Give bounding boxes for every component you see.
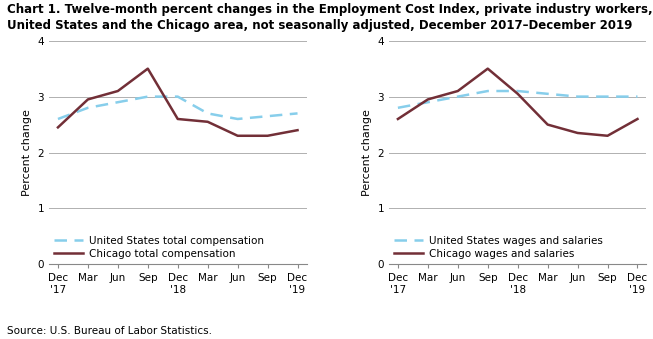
United States wages and salaries: [544, 92, 552, 96]
Y-axis label: Percent change: Percent change: [362, 109, 372, 196]
Chicago total compensation: [84, 97, 92, 101]
Chicago wages and salaries: [394, 117, 402, 121]
United States wages and salaries: [484, 89, 492, 93]
United States wages and salaries: [603, 95, 611, 99]
Text: Source: U.S. Bureau of Labor Statistics.: Source: U.S. Bureau of Labor Statistics.: [7, 326, 212, 336]
Line: Chicago total compensation: Chicago total compensation: [58, 69, 298, 136]
Chicago wages and salaries: [574, 131, 582, 135]
Legend: United States total compensation, Chicago total compensation: United States total compensation, Chicag…: [54, 236, 264, 259]
Chicago wages and salaries: [454, 89, 462, 93]
Line: United States total compensation: United States total compensation: [58, 97, 298, 119]
Legend: United States wages and salaries, Chicago wages and salaries: United States wages and salaries, Chicag…: [394, 236, 602, 259]
United States total compensation: [84, 106, 92, 110]
United States wages and salaries: [514, 89, 522, 93]
Y-axis label: Percent change: Percent change: [22, 109, 32, 196]
Line: United States wages and salaries: United States wages and salaries: [398, 91, 637, 108]
United States total compensation: [294, 111, 302, 115]
Chicago total compensation: [144, 67, 151, 71]
Chicago total compensation: [114, 89, 121, 93]
United States wages and salaries: [394, 106, 402, 110]
Chicago total compensation: [204, 120, 212, 124]
Chicago total compensation: [234, 134, 242, 138]
United States wages and salaries: [454, 95, 462, 99]
United States total compensation: [144, 95, 151, 99]
United States total compensation: [114, 100, 121, 104]
Chicago wages and salaries: [544, 123, 552, 127]
Line: Chicago wages and salaries: Chicago wages and salaries: [398, 69, 637, 136]
Text: Chart 1. Twelve-month percent changes in the Employment Cost Index, private indu: Chart 1. Twelve-month percent changes in…: [7, 3, 652, 33]
United States total compensation: [264, 114, 272, 118]
Chicago total compensation: [294, 128, 302, 132]
Chicago total compensation: [54, 125, 62, 129]
United States wages and salaries: [633, 95, 641, 99]
United States total compensation: [234, 117, 242, 121]
United States wages and salaries: [574, 95, 582, 99]
United States total compensation: [174, 95, 182, 99]
Chicago total compensation: [174, 117, 182, 121]
United States total compensation: [204, 111, 212, 115]
Chicago wages and salaries: [633, 117, 641, 121]
United States total compensation: [54, 117, 62, 121]
Chicago wages and salaries: [484, 67, 492, 71]
United States wages and salaries: [424, 100, 432, 104]
Chicago total compensation: [264, 134, 272, 138]
Chicago wages and salaries: [514, 92, 522, 96]
Chicago wages and salaries: [603, 134, 611, 138]
Chicago wages and salaries: [424, 97, 432, 101]
